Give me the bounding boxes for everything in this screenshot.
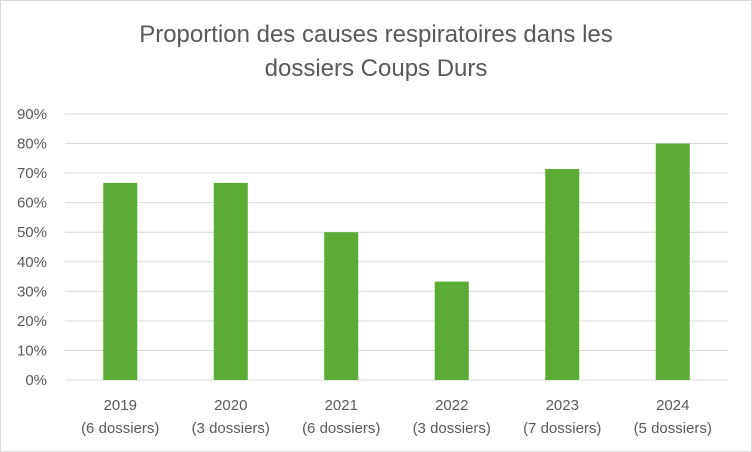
y-tick-label: 30% <box>17 283 47 300</box>
bar <box>103 182 138 380</box>
y-tick-label: 20% <box>17 313 47 330</box>
y-axis-ticks: 0% 10% 20% 30% 40% 50% 60% 70% 80% 90% <box>17 106 47 389</box>
bar <box>655 143 690 380</box>
x-category-label: 2020 <box>214 397 247 414</box>
chart-title-line-2: dossiers Coups Durs <box>264 55 488 82</box>
y-tick-label: 90% <box>17 106 47 123</box>
x-category-sublabel: (3 dossiers) <box>413 420 491 437</box>
gridlines <box>65 113 728 381</box>
bars <box>103 143 690 380</box>
y-tick-label: 60% <box>17 195 47 212</box>
y-tick-label: 40% <box>17 254 47 271</box>
bar <box>545 168 580 380</box>
x-category-label: 2021 <box>325 397 358 414</box>
x-category-sublabel: (3 dossiers) <box>192 420 270 437</box>
x-category-label: 2022 <box>435 397 468 414</box>
x-category-sublabel: (6 dossiers) <box>81 420 159 437</box>
y-tick-label: 0% <box>25 372 47 389</box>
chart-title: Proportion des causes respiratoires dans… <box>0 18 752 86</box>
x-category-label: 2023 <box>546 397 579 414</box>
chart-title-line-1: Proportion des causes respiratoires dans… <box>139 21 613 48</box>
x-axis-labels: 2019 (6 dossiers) 2020 (3 dossiers) 2021 (6 d… <box>81 397 712 437</box>
y-tick-label: 80% <box>17 136 47 153</box>
x-category-label: 2019 <box>104 397 137 414</box>
x-category-sublabel: (6 dossiers) <box>302 420 380 437</box>
bar <box>324 232 359 380</box>
y-tick-label: 10% <box>17 342 47 359</box>
y-tick-label: 70% <box>17 165 47 182</box>
bar <box>213 182 248 380</box>
x-category-sublabel: (7 dossiers) <box>523 420 601 437</box>
x-category-label: 2024 <box>656 397 689 414</box>
bar <box>434 281 469 380</box>
y-tick-label: 50% <box>17 224 47 241</box>
x-category-sublabel: (5 dossiers) <box>634 420 712 437</box>
